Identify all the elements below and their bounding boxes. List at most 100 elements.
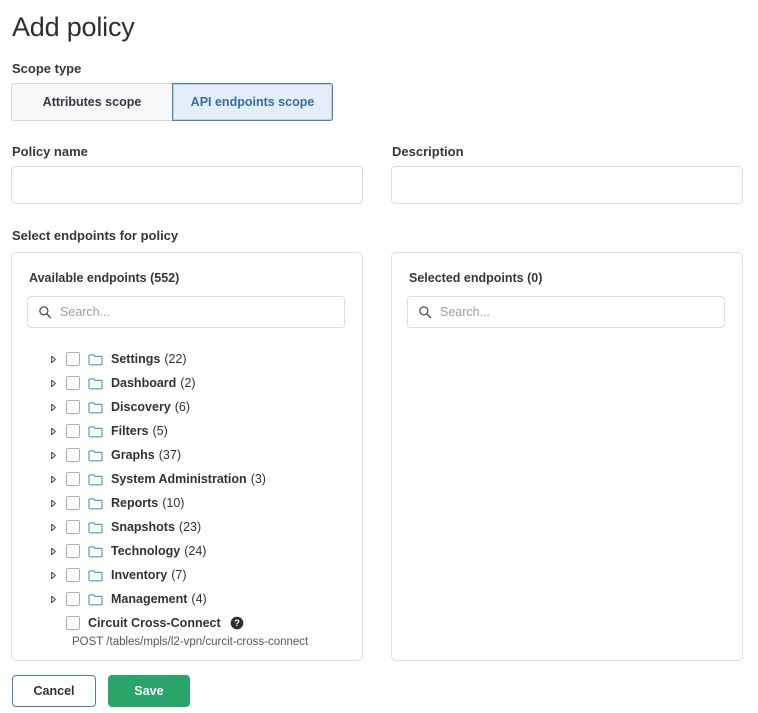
tree-row[interactable]: Technology (24) — [45, 539, 347, 563]
tree-node-checkbox[interactable] — [66, 592, 80, 606]
save-button[interactable]: Save — [108, 675, 190, 707]
tree-node-label: Management — [111, 592, 188, 606]
chevron-right-icon[interactable] — [45, 351, 61, 367]
tree-node-label: Graphs — [111, 448, 155, 462]
tree-row[interactable]: Discovery (6) — [45, 395, 347, 419]
tree-node-label: Circuit Cross-Connect — [88, 616, 221, 630]
endpoint-path: POST /tables/mpls/l2-vpn/curcit-cross-co… — [72, 636, 309, 648]
policy-name-field-group: Policy name — [11, 144, 363, 204]
available-search-input[interactable] — [28, 297, 344, 327]
endpoints-panels: Available endpoints (552) Settings(22)Da… — [11, 252, 747, 661]
tree-node-count: (2) — [180, 376, 196, 390]
folder-icon — [88, 545, 103, 557]
policy-meta-row: Policy name Description — [11, 144, 747, 204]
tree-node-checkbox[interactable] — [66, 376, 80, 390]
search-icon — [419, 306, 432, 319]
tree-node-checkbox[interactable] — [66, 568, 80, 582]
description-input[interactable] — [391, 166, 743, 204]
tree-node-checkbox[interactable] — [66, 520, 80, 534]
chevron-right-icon[interactable] — [45, 375, 61, 391]
select-endpoints-label: Select endpoints for policy — [12, 228, 179, 243]
tree-folder-item: Graphs (37) — [45, 443, 347, 467]
selected-endpoints-panel: Selected endpoints (0) — [391, 252, 743, 661]
chevron-right-icon[interactable] — [45, 543, 61, 559]
tree-folder-item: Filters (5) — [45, 419, 347, 443]
tree-folder-item: Settings (22) — [45, 347, 347, 371]
chevron-right-icon[interactable] — [45, 567, 61, 583]
tree-node-count: (24) — [184, 544, 207, 558]
tree-row[interactable]: Graphs (37) — [45, 443, 347, 467]
search-icon — [39, 306, 52, 319]
tree-folder-item: Snapshots (23) — [45, 515, 347, 539]
chevron-right-icon[interactable] — [45, 447, 61, 463]
tree-row[interactable]: Inventory (7) — [45, 563, 347, 587]
svg-text:?: ? — [234, 618, 240, 628]
tree-node-count: (5) — [152, 424, 168, 438]
tree-node-checkbox[interactable] — [66, 400, 80, 414]
tree-node-checkbox[interactable] — [66, 424, 80, 438]
tree-folder-item: Management (4) — [45, 587, 347, 611]
tree-node-label: Inventory — [111, 568, 168, 582]
tree-node-checkbox[interactable] — [66, 544, 80, 558]
folder-icon — [88, 569, 103, 581]
page-title: Add policy — [12, 12, 135, 42]
tree-folder-item: Reports (10) — [45, 491, 347, 515]
tree-node-count: (6) — [174, 400, 191, 414]
chevron-right-icon[interactable] — [45, 399, 61, 415]
chevron-right-icon[interactable] — [45, 495, 61, 511]
chevron-right-icon[interactable] — [45, 471, 61, 487]
selected-endpoints-title: Selected endpoints (0) — [409, 271, 543, 285]
tree-node-count: (3) — [250, 472, 266, 486]
tree-node-count: (7) — [171, 568, 187, 582]
available-endpoints-panel: Available endpoints (552) Settings(22)Da… — [11, 252, 363, 661]
tree-row[interactable]: Reports (10) — [45, 491, 347, 515]
tree-node-checkbox[interactable] — [66, 448, 80, 462]
folder-icon — [88, 377, 103, 389]
selected-search-input[interactable] — [408, 297, 724, 327]
available-search-wrapper[interactable] — [27, 296, 345, 328]
tree-node-checkbox[interactable] — [66, 616, 80, 630]
tree-node-count: (22) — [164, 352, 187, 366]
scope-tab-attributes[interactable]: Attributes scope — [11, 83, 172, 121]
scope-type-toggle-group: Attributes scope API endpoints scope — [11, 83, 333, 121]
tree-node-label: System Administration — [111, 472, 247, 486]
available-endpoints-title: Available endpoints (552) — [29, 271, 180, 285]
tree-node-checkbox[interactable] — [66, 352, 80, 366]
scope-tab-api-endpoints[interactable]: API endpoints scope — [172, 83, 333, 121]
cancel-button[interactable]: Cancel — [12, 675, 96, 707]
tree-node-count: (37) — [158, 448, 181, 462]
selected-search-wrapper[interactable] — [407, 296, 725, 328]
tree-node-count: (23) — [178, 520, 202, 534]
form-actions: Cancel Save — [11, 675, 747, 707]
tree-row[interactable]: Management (4) — [45, 587, 347, 611]
tree-folder-item: Inventory (7) — [45, 563, 347, 587]
folder-icon — [88, 521, 103, 533]
chevron-right-icon[interactable] — [45, 519, 61, 535]
tree-node-label: Reports — [111, 496, 159, 510]
tree-row[interactable]: Dashboard (2) — [45, 371, 347, 395]
add-policy-page: Add policy Scope type Attributes scope A… — [0, 10, 758, 713]
tree-row[interactable]: System Administration (3) — [45, 467, 347, 491]
tree-leaf-item: Circuit Cross-Connect? POST /tables/mpls/… — [45, 611, 347, 648]
tree-folder-item: System Administration (3) — [45, 467, 347, 491]
description-field-group: Description — [391, 144, 743, 204]
scope-type-label: Scope type — [12, 61, 82, 76]
tree-node-count: (4) — [191, 592, 207, 606]
tree-row[interactable]: Circuit Cross-Connect? — [45, 611, 347, 635]
tree-node-checkbox[interactable] — [66, 472, 80, 486]
chevron-right-icon[interactable] — [45, 591, 61, 607]
folder-icon — [88, 425, 103, 437]
tree-row[interactable]: Snapshots (23) — [45, 515, 347, 539]
policy-name-input[interactable] — [11, 166, 363, 204]
tree-node-label: Filters — [111, 424, 149, 438]
tree-node-checkbox[interactable] — [66, 496, 80, 510]
select-endpoints-section: Select endpoints for policy Available en… — [11, 228, 747, 661]
chevron-right-icon[interactable] — [45, 423, 61, 439]
tree-node-label: Snapshots — [111, 520, 175, 534]
help-icon[interactable]: ? — [230, 616, 244, 630]
tree-row[interactable]: Filters (5) — [45, 419, 347, 443]
folder-icon — [88, 449, 103, 461]
tree-node-label: Technology — [111, 544, 181, 558]
tree-node-label: Dashboard — [111, 376, 177, 390]
tree-row[interactable]: Settings (22) — [45, 347, 347, 371]
